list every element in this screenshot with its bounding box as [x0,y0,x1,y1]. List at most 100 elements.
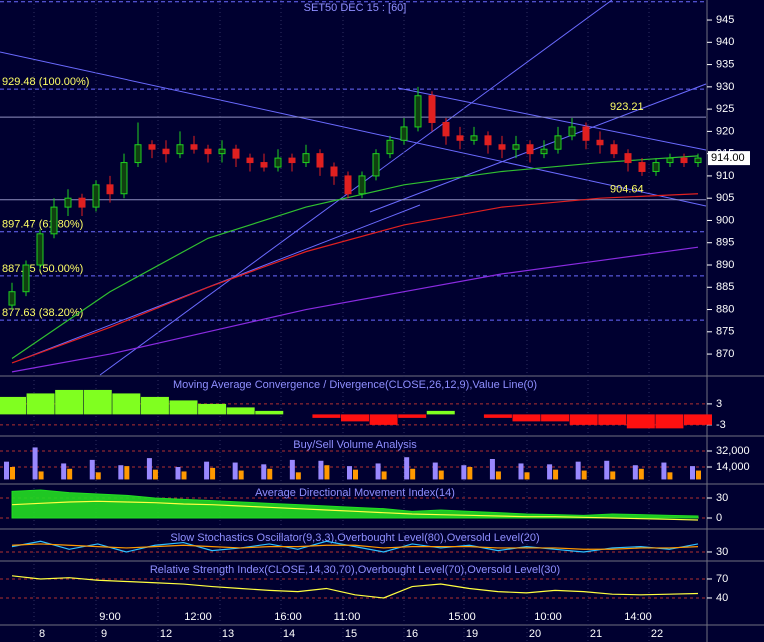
x-day-label: 16 [406,628,418,640]
candle-body [78,197,86,208]
candle-body [204,148,212,155]
macd-bar [341,414,369,422]
macd-bar [369,414,398,425]
volume-bar [238,470,244,480]
volume-bar [232,462,238,480]
candle-body [302,153,310,164]
y-tick-label: 14,000 [716,461,750,473]
macd-bar [569,414,598,425]
volume-bar [124,466,130,480]
y-tick-label: 32,000 [716,445,750,457]
volume-bar [4,461,9,480]
volume-bar [632,465,638,480]
x-day-label: 8 [39,628,45,640]
candle-body [260,162,268,168]
candle-body [498,144,506,150]
macd-bar [112,393,141,415]
candle-body [610,144,618,155]
fib-label: 929.48 (100.00%) [2,76,89,88]
panel-title: Slow Stochastics Oscillator(9,3,3),Overb… [170,532,539,544]
macd-bar [26,393,55,415]
x-time-label: 12:00 [184,611,212,623]
y-tick-label: 895 [716,237,734,249]
volume-bar [95,472,101,480]
volume-bar [404,457,410,480]
macd-bar [0,396,26,415]
volume-bar [152,469,158,480]
volume-bar [547,464,553,480]
y-tick-label: 30 [716,492,728,504]
candle-body [316,153,324,168]
fib-label: 887.55 (50.00%) [2,263,83,275]
macd-bar [541,414,570,422]
y-tick-label: 30 [716,546,728,558]
candle-body [680,157,688,164]
candle-body [414,95,422,128]
candle-body [666,157,674,164]
volume-bar [89,459,95,480]
macd-bar [255,410,284,415]
y-tick-label: 905 [716,192,734,204]
fib-label: 949.10 (123.60%) [2,0,89,1]
volume-bar [38,471,44,480]
candle-body [358,175,366,195]
x-day-label: 21 [590,628,602,640]
volume-bar [181,471,187,480]
trend-line [99,0,613,376]
candle-body [372,153,380,177]
macd-bar [169,400,198,415]
y-tick-label: 885 [716,281,734,293]
volume-bar [467,467,473,480]
y-tick-label: 70 [716,573,728,585]
candle-body [218,148,226,155]
volume-bar [375,463,381,480]
volume-bar [353,469,358,480]
candle-body [64,197,72,208]
trend-line [369,83,707,213]
candle-body [624,153,632,164]
macd-bar [83,389,112,415]
volume-bar [495,471,501,480]
x-day-label: 15 [345,628,357,640]
candle-body [652,162,660,172]
y-tick-label: 900 [716,214,734,226]
y-tick-label: 925 [716,103,734,115]
x-day-label: 14 [283,628,295,640]
line [11,540,699,553]
volume-bar [524,472,530,480]
y-tick-label: 870 [716,348,734,360]
candle-body [694,157,702,164]
volume-bar [518,463,524,480]
panel-title: Buy/Sell Volume Analysis [293,439,417,451]
macd-bar [684,414,712,425]
candle-body [8,291,16,306]
candle-body [568,126,576,137]
y-tick-label: 890 [716,259,734,271]
macd-bar [483,414,512,418]
volume-bar [432,462,438,480]
candle-body [386,139,394,155]
candle-body [484,135,492,146]
y-tick-label: 935 [716,58,734,70]
y-tick-label: 875 [716,326,734,338]
x-day-label: 12 [160,628,172,640]
x-day-label: 22 [651,628,663,640]
candle-body [190,144,198,150]
macd-bar [55,389,84,415]
macd-bar [598,414,627,425]
candle-body [288,157,296,164]
candle-body [246,157,254,164]
x-time-label: 10:00 [534,611,562,623]
macd-bar [312,414,341,418]
volume-bar [489,459,495,480]
candle-body [36,233,44,266]
candle-body [428,95,436,123]
panel-title: Average Directional Movement Index(14) [255,487,455,499]
y-tick-label: 40 [716,592,728,604]
moving-average [11,193,699,364]
moving-average [11,246,699,373]
y-tick-label: 3 [716,398,722,410]
y-tick-label: -3 [716,419,726,431]
